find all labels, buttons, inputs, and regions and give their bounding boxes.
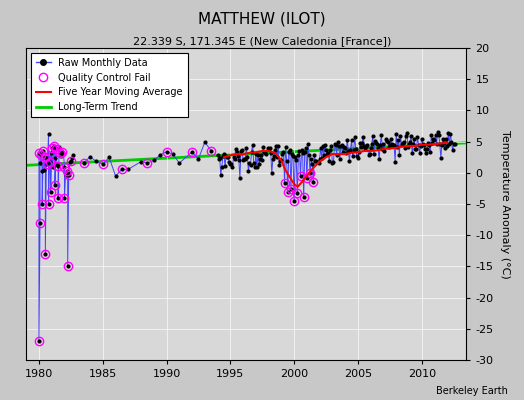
Y-axis label: Temperature Anomaly (°C): Temperature Anomaly (°C) (500, 130, 510, 278)
Text: MATTHEW (ILOT): MATTHEW (ILOT) (198, 12, 326, 27)
Legend: Raw Monthly Data, Quality Control Fail, Five Year Moving Average, Long-Term Tren: Raw Monthly Data, Quality Control Fail, … (31, 53, 188, 117)
Text: Berkeley Earth: Berkeley Earth (436, 386, 508, 396)
Text: 22.339 S, 171.345 E (New Caledonia [France]): 22.339 S, 171.345 E (New Caledonia [Fran… (133, 36, 391, 46)
